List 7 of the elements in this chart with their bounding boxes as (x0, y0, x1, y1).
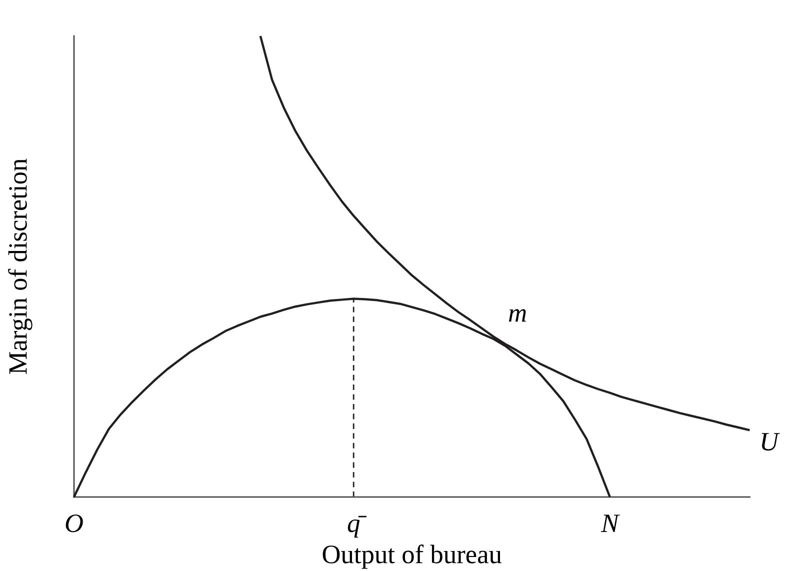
y-axis-title: Margin of discretion (8, 158, 32, 374)
x-tick-label: O (66, 514, 83, 532)
x-tick-label: q̄ (348, 516, 367, 538)
annotation: m (508, 309, 526, 322)
x-axis-title: Output of bureau (322, 544, 502, 569)
x-tick-label: N (600, 514, 620, 532)
series-label: U (762, 433, 780, 451)
